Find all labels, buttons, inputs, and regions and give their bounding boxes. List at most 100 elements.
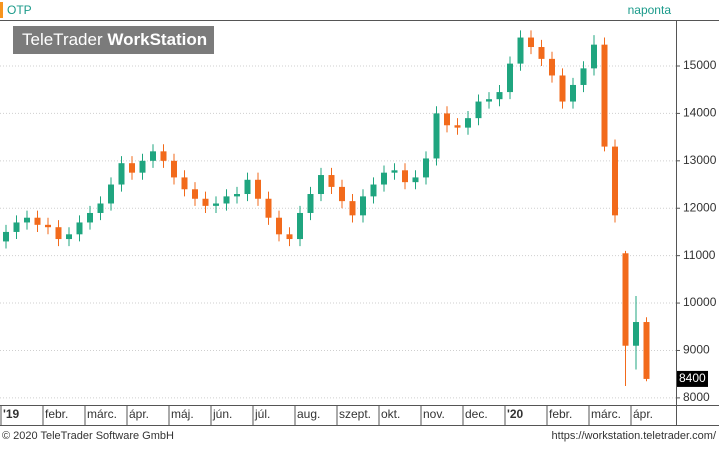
candle-body [454, 125, 461, 128]
candle-body [328, 175, 335, 187]
candle-body [622, 253, 629, 346]
watermark-text: TeleTrader WorkStation [22, 30, 207, 49]
candle-body [559, 75, 566, 102]
candle-body [234, 194, 240, 197]
watermark: TeleTrader WorkStation [13, 26, 214, 54]
candle-body [349, 201, 356, 216]
candle-body [402, 170, 408, 183]
candle-body [433, 113, 440, 159]
candle-body [633, 322, 639, 346]
candle-body [76, 222, 83, 235]
candle-body [223, 196, 230, 204]
candle-body [496, 92, 503, 100]
candle-body [391, 170, 398, 173]
x-tick-label: júl. [254, 407, 270, 421]
candle-body [213, 203, 219, 206]
y-tick-label: 13000 [683, 153, 717, 167]
last-price-label: 8400 [679, 371, 706, 385]
x-tick-label: febr. [45, 407, 68, 421]
candle-body [580, 68, 587, 85]
last-price-box [677, 370, 708, 387]
x-tick-label: márc. [87, 407, 117, 421]
y-tick-label: 12000 [683, 200, 717, 214]
candle-body [286, 234, 293, 240]
x-tick-label: szept. [339, 407, 371, 421]
candle-body [475, 101, 482, 119]
candle-body [486, 99, 492, 102]
candle-body [528, 37, 534, 48]
x-tick-label: dec. [465, 407, 488, 421]
candle-body [318, 175, 324, 195]
y-tick-label: 8000 [683, 390, 710, 404]
candle-body [381, 172, 387, 185]
candle-body [517, 37, 524, 64]
y-tick-label: 11000 [683, 248, 716, 262]
candle-body [66, 234, 72, 240]
candle-body [412, 177, 419, 183]
x-tick-label: '20 [507, 407, 524, 421]
x-tick-label: '19 [3, 407, 20, 421]
candle-body [87, 212, 93, 223]
candle-body [192, 189, 198, 199]
x-tick-label: márc. [591, 407, 621, 421]
candle-body [34, 217, 41, 225]
y-tick-label: 10000 [683, 295, 717, 309]
candle-body [276, 217, 282, 235]
candle-body [307, 194, 314, 213]
symbol-marker [0, 2, 3, 18]
candle-body [339, 186, 345, 202]
x-tick-label: okt. [381, 407, 400, 421]
candle-body [45, 224, 51, 228]
candle-body [255, 179, 261, 199]
interval: naponta [628, 3, 672, 17]
candle-body [108, 184, 114, 204]
candle-body [139, 160, 146, 173]
candle-body [202, 198, 209, 206]
candle-body [570, 84, 576, 102]
candle-body [360, 196, 366, 216]
candle-body [265, 198, 272, 218]
footer-url: https://workstation.teletrader.com/ [552, 430, 717, 442]
x-tick-label: jún. [212, 407, 232, 421]
watermark-bg [13, 26, 214, 54]
candle-body [465, 118, 471, 128]
x-tick-label: máj. [171, 407, 194, 421]
candle-body [24, 217, 30, 223]
x-tick-label: ápr. [129, 407, 149, 421]
y-tick-label: 14000 [683, 106, 717, 120]
symbol: OTP [7, 3, 32, 17]
candle-body [160, 151, 167, 161]
x-tick-label: febr. [549, 407, 572, 421]
candle-body [171, 160, 177, 178]
candle-body [129, 163, 135, 173]
candle-body [612, 146, 618, 216]
watermark-brand: TeleTrader [22, 30, 103, 49]
x-tick-label: aug. [297, 407, 320, 421]
watermark-product: WorkStation [107, 30, 207, 49]
candle-body [297, 212, 303, 240]
candle-body [55, 227, 62, 240]
footer-copyright: © 2020 TeleTrader Software GmbH [2, 430, 174, 442]
candle-body [549, 58, 555, 76]
candle-body [97, 203, 104, 213]
candle-body [181, 177, 188, 190]
candle-body [601, 44, 608, 147]
candle-body [507, 63, 513, 93]
candle-body [3, 231, 9, 242]
candle-body [538, 47, 545, 59]
x-tick-label: nov. [423, 407, 445, 421]
candle-body [118, 163, 125, 185]
candle-body [423, 158, 429, 178]
candle-body [13, 222, 20, 232]
y-tick-label: 9000 [683, 343, 710, 357]
candle-body [444, 113, 450, 126]
y-tick-label: 15000 [683, 58, 717, 72]
candle-body [244, 179, 251, 195]
candle-body [150, 151, 156, 161]
candle-body [591, 44, 597, 69]
x-tick-label: ápr. [633, 407, 653, 421]
candle-body [643, 322, 650, 379]
candle-body [370, 184, 377, 197]
